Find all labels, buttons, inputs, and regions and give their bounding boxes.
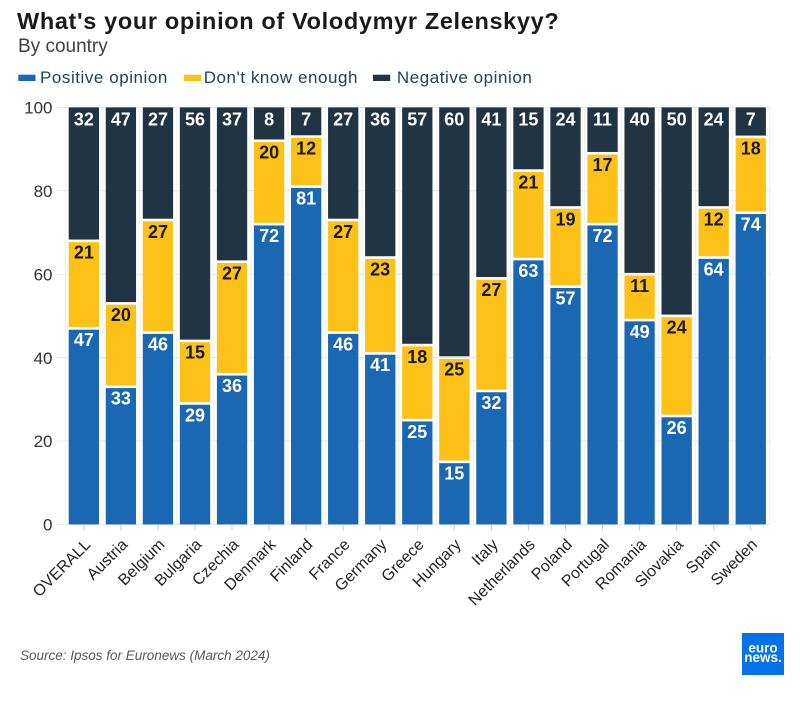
svg-text:Negative opinion: Negative opinion — [397, 68, 532, 87]
svg-text:57: 57 — [555, 289, 575, 309]
svg-text:40: 40 — [630, 110, 650, 130]
svg-text:32: 32 — [481, 393, 501, 413]
svg-text:24: 24 — [555, 110, 575, 130]
svg-text:57: 57 — [407, 110, 427, 130]
svg-text:33: 33 — [111, 389, 131, 409]
svg-text:50: 50 — [667, 110, 687, 130]
svg-text:8: 8 — [264, 110, 274, 130]
svg-text:27: 27 — [481, 280, 501, 300]
svg-text:26: 26 — [667, 418, 687, 438]
svg-text:12: 12 — [704, 209, 724, 229]
svg-text:27: 27 — [333, 110, 353, 130]
svg-text:47: 47 — [74, 330, 94, 350]
svg-text:49: 49 — [630, 322, 650, 342]
svg-text:46: 46 — [148, 334, 168, 354]
svg-text:15: 15 — [185, 343, 205, 363]
svg-text:Don't know enough: Don't know enough — [204, 68, 358, 87]
svg-text:27: 27 — [148, 222, 168, 242]
svg-text:21: 21 — [74, 243, 94, 263]
svg-text:11: 11 — [630, 276, 649, 296]
svg-text:euro: euro — [748, 641, 777, 656]
svg-text:What's your opinion of Volodym: What's your opinion of Volodymyr Zelensk… — [17, 8, 559, 34]
svg-text:64: 64 — [704, 259, 724, 279]
svg-text:41: 41 — [481, 110, 501, 130]
svg-text:24: 24 — [704, 110, 724, 130]
svg-text:80: 80 — [34, 182, 53, 201]
svg-text:18: 18 — [741, 139, 761, 159]
svg-text:27: 27 — [222, 264, 242, 284]
svg-text:72: 72 — [259, 226, 279, 246]
svg-text:24: 24 — [667, 318, 687, 338]
svg-text:By country: By country — [18, 36, 108, 57]
svg-text:40: 40 — [34, 349, 53, 368]
svg-text:0: 0 — [43, 516, 52, 535]
svg-text:72: 72 — [592, 226, 612, 246]
svg-text:news.: news. — [744, 650, 782, 665]
svg-text:7: 7 — [301, 110, 311, 130]
svg-text:74: 74 — [741, 215, 761, 235]
svg-text:32: 32 — [74, 110, 94, 130]
svg-text:15: 15 — [444, 464, 464, 484]
svg-text:17: 17 — [592, 155, 612, 175]
svg-text:27: 27 — [333, 222, 353, 242]
svg-text:15: 15 — [518, 110, 538, 130]
svg-text:25: 25 — [444, 359, 464, 379]
svg-text:41: 41 — [370, 355, 390, 375]
svg-text:21: 21 — [518, 172, 538, 192]
svg-text:63: 63 — [518, 261, 538, 281]
svg-text:20: 20 — [111, 305, 131, 325]
svg-text:27: 27 — [148, 110, 168, 130]
svg-text:23: 23 — [370, 259, 390, 279]
svg-text:56: 56 — [185, 110, 205, 130]
svg-text:20: 20 — [259, 143, 279, 163]
svg-text:37: 37 — [222, 110, 242, 130]
svg-text:20: 20 — [34, 432, 53, 451]
svg-text:12: 12 — [296, 138, 316, 158]
svg-text:Source: Ipsos for Euronews (Ma: Source: Ipsos for Euronews (March 2024) — [20, 648, 270, 663]
svg-text:11: 11 — [593, 110, 612, 130]
svg-text:47: 47 — [111, 110, 131, 130]
svg-text:46: 46 — [333, 334, 353, 354]
svg-text:36: 36 — [222, 376, 242, 396]
svg-text:100: 100 — [24, 99, 52, 118]
svg-text:81: 81 — [296, 188, 316, 208]
svg-text:7: 7 — [746, 110, 756, 130]
svg-text:19: 19 — [555, 209, 575, 229]
svg-text:60: 60 — [444, 110, 464, 130]
svg-text:18: 18 — [407, 347, 427, 367]
svg-text:60: 60 — [34, 265, 53, 284]
svg-text:Positive opinion: Positive opinion — [40, 68, 168, 87]
svg-text:29: 29 — [185, 405, 205, 425]
svg-text:25: 25 — [407, 422, 427, 442]
svg-text:36: 36 — [370, 110, 390, 130]
